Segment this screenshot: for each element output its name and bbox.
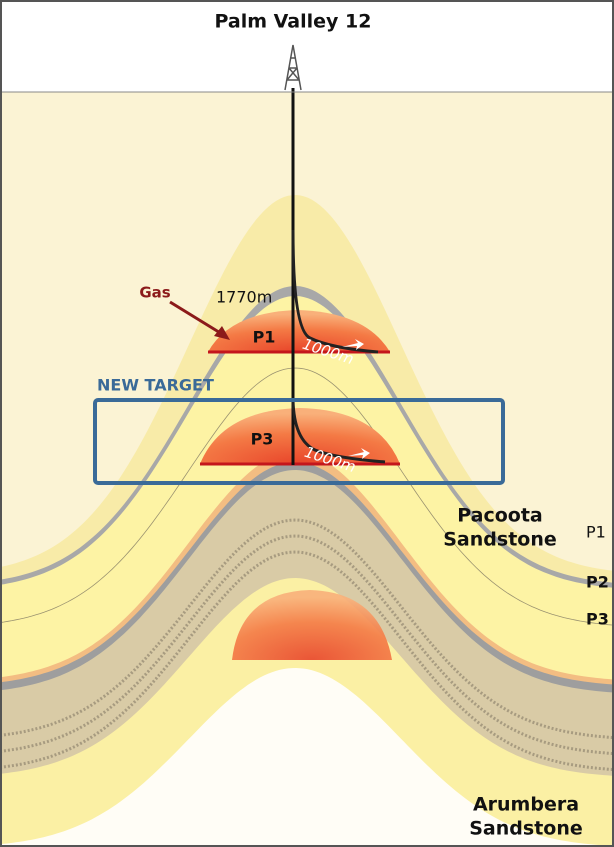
gas-label: Gas	[139, 284, 170, 302]
depth-label: 1770m	[216, 288, 272, 307]
member-label: P3	[586, 610, 609, 629]
formation-name: Pacoota	[457, 505, 543, 527]
member-label: P2	[586, 573, 609, 592]
formation-name: Arumbera	[473, 794, 579, 816]
target-label: NEW TARGET	[97, 376, 214, 395]
formation-name: Sandstone	[443, 529, 557, 551]
cross-section: Palm Valley 12 Gas 1770m P1 1000m NEW TA…	[0, 0, 614, 847]
well-title: Palm Valley 12	[214, 11, 371, 33]
zone-label: P3	[251, 430, 274, 449]
formation-name: Sandstone	[469, 818, 583, 840]
zone-label: P1	[253, 328, 276, 347]
page: {"title": "Palm Valley 12", "labels": {"…	[0, 0, 614, 847]
member-label: P1	[586, 523, 606, 542]
